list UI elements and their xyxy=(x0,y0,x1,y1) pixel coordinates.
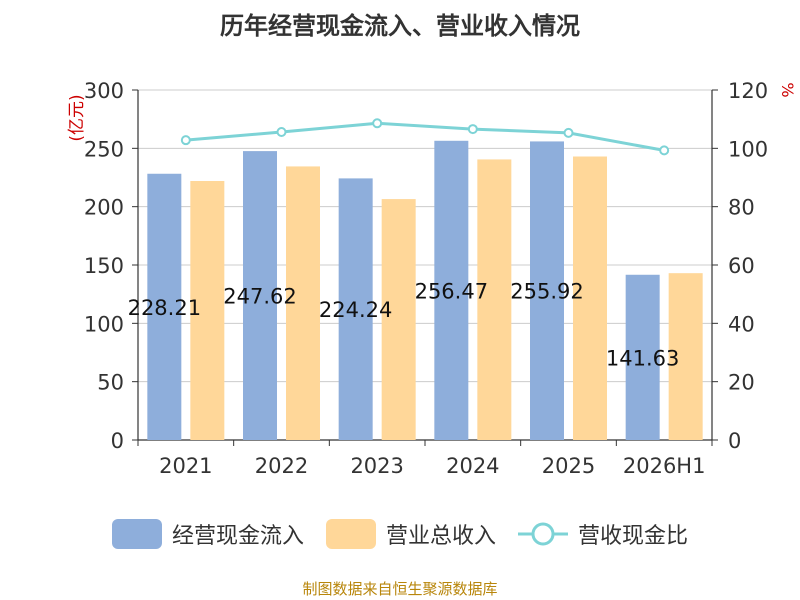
bar-revenue xyxy=(573,156,607,440)
legend: 经营现金流入 营业总收入 营收现金比 xyxy=(0,518,800,550)
bar-revenue xyxy=(477,159,512,440)
bar-revenue xyxy=(286,166,320,440)
legend-swatch-ratio xyxy=(518,522,568,546)
data-label-cashflow: 224.24 xyxy=(319,298,392,322)
y-left-tick-label: 50 xyxy=(97,371,124,395)
legend-swatch-revenue xyxy=(325,519,376,549)
y-left-tick-label: 250 xyxy=(84,137,124,161)
line-ratio xyxy=(185,121,665,152)
y-right-tick-label: 40 xyxy=(728,312,755,336)
point-ratio xyxy=(180,135,191,146)
x-tick-label: 2022 xyxy=(255,454,308,478)
y-left-tick-label: 200 xyxy=(84,196,124,220)
bar-cashflow xyxy=(338,178,373,441)
legend-item-ratio[interactable]: 营收现金比 xyxy=(518,518,688,550)
legend-label-cashflow: 经营现金流入 xyxy=(171,524,304,549)
point-ratio xyxy=(276,127,287,137)
y-right-tick-label: 80 xyxy=(728,196,755,220)
bar-cashflow xyxy=(625,274,660,440)
legend-item-revenue[interactable]: 营业总收入 xyxy=(325,518,496,550)
x-tick-label: 2025 xyxy=(542,454,595,478)
point-ratio xyxy=(659,145,670,156)
source-note: 制图数据来自恒生聚源数据库 xyxy=(302,580,498,598)
y-left-tick-label: 100 xyxy=(84,312,124,336)
bar-revenue xyxy=(381,199,416,440)
y-left-axis-label: (亿元) xyxy=(67,94,87,141)
y-right-tick-label: 60 xyxy=(728,254,755,278)
legend-label-ratio: 营收现金比 xyxy=(578,524,689,549)
y-right-tick-label: 20 xyxy=(728,371,755,395)
data-label-cashflow: 256.47 xyxy=(415,279,488,303)
bar-revenue xyxy=(190,181,225,440)
y-right-tick-label: 120 xyxy=(728,79,768,103)
bar-cashflow xyxy=(434,140,469,440)
point-ratio xyxy=(372,118,383,129)
legend-swatch-cashflow xyxy=(111,519,162,549)
legend-item-cashflow[interactable]: 经营现金流入 xyxy=(111,518,304,550)
point-ratio xyxy=(563,127,574,138)
y-left-tick-label: 300 xyxy=(84,79,124,103)
data-label-cashflow: 247.62 xyxy=(223,285,296,309)
chart-title: 历年经营现金流入、营业收入情况 xyxy=(220,12,580,40)
legend-label-revenue: 营业总收入 xyxy=(385,524,496,549)
y-right-tick-label: 0 xyxy=(728,429,741,453)
y-right-tick-label: 100 xyxy=(728,137,768,161)
y-right-axis-label: % xyxy=(778,82,797,97)
bar-cashflow xyxy=(147,173,182,440)
x-tick-label: 2026H1 xyxy=(623,454,706,478)
x-tick-label: 2024 xyxy=(446,454,499,478)
bar-cashflow xyxy=(530,141,564,440)
y-left-tick-label: 0 xyxy=(111,429,124,453)
bar-cashflow xyxy=(243,151,277,441)
data-label-cashflow: 255.92 xyxy=(510,280,583,304)
bar-revenue xyxy=(668,273,703,440)
data-label-cashflow: 141.63 xyxy=(606,346,679,370)
y-left-tick-label: 150 xyxy=(84,254,124,278)
x-tick-label: 2021 xyxy=(159,454,212,478)
x-tick-label: 2023 xyxy=(350,454,403,478)
point-ratio xyxy=(467,124,478,135)
data-label-cashflow: 228.21 xyxy=(128,296,201,320)
